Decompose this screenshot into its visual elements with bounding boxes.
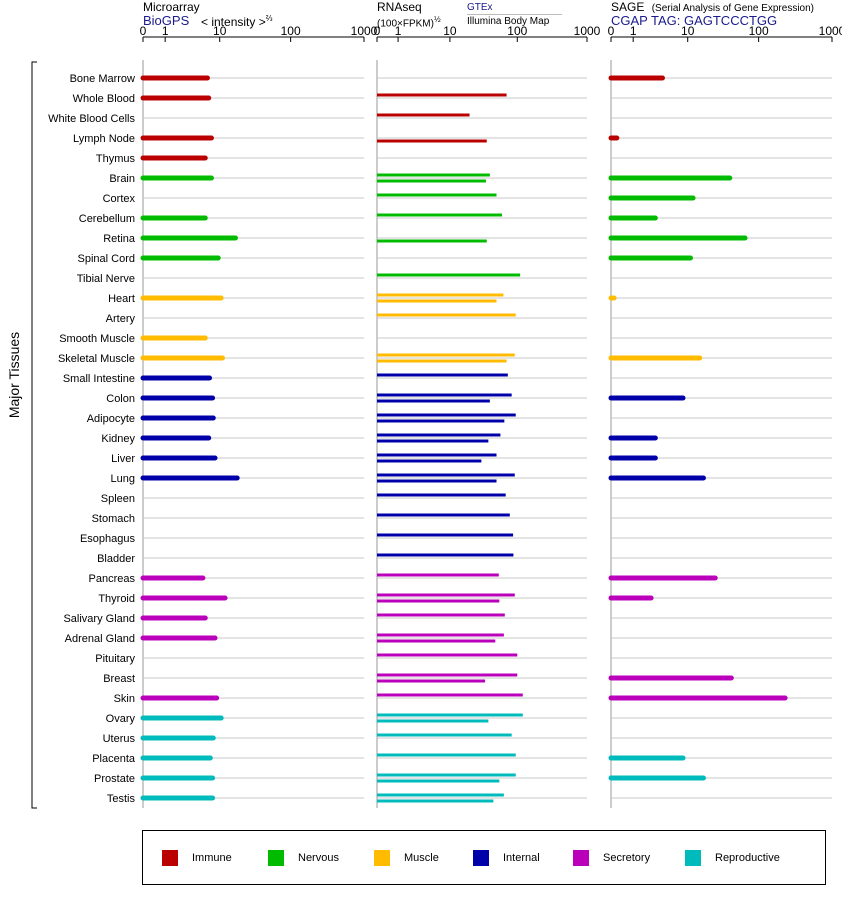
- legend-label-internal: Internal: [503, 852, 540, 864]
- legend-item-immune: Immune: [162, 850, 232, 866]
- rnaseq-tick-label-1: 1: [395, 24, 402, 38]
- tissue-label: Cerebellum: [79, 213, 135, 225]
- tissue-label: Prostate: [94, 773, 135, 785]
- tissue-label: Tibial Nerve: [77, 273, 135, 285]
- tissue-label: Liver: [111, 453, 135, 465]
- rnaseq-tick-label-10: 10: [443, 24, 457, 38]
- sage-tick-label-10: 10: [681, 24, 695, 38]
- legend-item-nervous: Nervous: [268, 850, 339, 866]
- tissue-bracket: [31, 61, 37, 809]
- legend-swatch-internal: [473, 850, 489, 866]
- tissue-label: Salivary Gland: [63, 613, 135, 625]
- sage-tick-label-0: 0: [608, 24, 615, 38]
- tissue-label: Bone Marrow: [70, 73, 135, 85]
- legend-label-nervous: Nervous: [298, 852, 339, 864]
- microarray-tick-label-0: 0: [140, 24, 147, 38]
- sage-tick-label-1000: 1000: [819, 24, 842, 38]
- microarray-tick-label-1: 1: [162, 24, 169, 38]
- rnaseq-title: RNAseq: [377, 0, 422, 14]
- microarray-unit: < intensity >⅔: [201, 14, 273, 29]
- tissue-label: White Blood Cells: [48, 113, 135, 125]
- tissue-label: Lung: [111, 473, 135, 485]
- microarray-source-link[interactable]: BioGPS: [143, 13, 190, 28]
- legend-box: Immune Nervous Muscle Internal Secretory…: [142, 830, 826, 885]
- tissue-label: Bladder: [97, 553, 135, 565]
- tissue-label: Lymph Node: [73, 133, 135, 145]
- rnaseq-tick-label-0: 0: [374, 24, 381, 38]
- sage-subtitle: (Serial Analysis of Gene Expression): [651, 3, 814, 14]
- sage-tick-label-100: 100: [749, 24, 769, 38]
- microarray-tick-label-10: 10: [213, 24, 227, 38]
- legend-swatch-muscle: [374, 850, 390, 866]
- tissue-label: Pituitary: [95, 653, 135, 665]
- tissue-label: Thymus: [96, 153, 136, 165]
- gtex-source-link[interactable]: GTEx: [467, 2, 493, 13]
- expression-chart: 011010010000110100100001101001000Bone Ma…: [6, 24, 842, 809]
- tissue-label: Thyroid: [98, 593, 135, 605]
- legend-swatch-nervous: [268, 850, 284, 866]
- tissue-label: Whole Blood: [73, 93, 135, 105]
- tissue-label: Retina: [103, 233, 136, 245]
- microarray-title: Microarray: [143, 0, 200, 14]
- tissue-label: Stomach: [92, 513, 135, 525]
- legend-swatch-immune: [162, 850, 178, 866]
- tissue-label: Skin: [114, 693, 135, 705]
- tissue-label: Ovary: [106, 713, 136, 725]
- y-group-label: Major Tissues: [6, 332, 22, 418]
- legend-item-secretory: Secretory: [573, 850, 650, 866]
- tissue-label: Esophagus: [80, 533, 136, 545]
- tissue-label: Brain: [109, 173, 135, 185]
- microarray-tick-label-100: 100: [281, 24, 301, 38]
- rnaseq-tick-label-100: 100: [507, 24, 527, 38]
- tissue-label: Smooth Muscle: [59, 333, 135, 345]
- legend-item-internal: Internal: [473, 850, 540, 866]
- tissue-label: Pancreas: [89, 573, 136, 585]
- sage-tick-label-1: 1: [630, 24, 637, 38]
- microarray-tick-label-1000: 1000: [351, 24, 378, 38]
- tissue-label: Adrenal Gland: [65, 633, 135, 645]
- tissue-label: Cortex: [103, 193, 136, 205]
- tissue-label: Breast: [103, 673, 135, 685]
- tissue-label: Placenta: [92, 753, 136, 765]
- tissue-label: Adipocyte: [87, 413, 135, 425]
- tissue-label: Skeletal Muscle: [58, 353, 135, 365]
- legend-item-muscle: Muscle: [374, 850, 439, 866]
- legend-label-muscle: Muscle: [404, 852, 439, 864]
- sage-title: SAGE (Serial Analysis of Gene Expression…: [611, 0, 814, 14]
- tissue-label: Spinal Cord: [78, 253, 135, 265]
- tissue-label: Small Intestine: [63, 373, 135, 385]
- legend-label-immune: Immune: [192, 852, 232, 864]
- tissue-label: Heart: [108, 293, 135, 305]
- legend-label-secretory: Secretory: [603, 852, 651, 864]
- rnaseq-tick-label-1000: 1000: [574, 24, 601, 38]
- legend-swatch-reproductive: [685, 850, 701, 866]
- sage-tag-link[interactable]: CGAP TAG: GAGTCCCTGG: [611, 13, 778, 28]
- rnaseq-source-divider: [467, 14, 562, 15]
- tissue-label: Artery: [106, 313, 136, 325]
- microarray-unit-exponent: ⅔: [265, 14, 273, 23]
- legend-item-reproductive: Reproductive: [685, 850, 780, 866]
- legend-swatch-secretory: [573, 850, 589, 866]
- tissue-label: Colon: [106, 393, 135, 405]
- tissue-label: Testis: [107, 793, 136, 805]
- rnaseq-unit: (100×FPKM)½: [377, 15, 441, 30]
- rnaseq-unit-exponent: ½: [433, 15, 441, 24]
- legend-label-reproductive: Reproductive: [715, 852, 780, 864]
- tissue-label: Uterus: [103, 733, 136, 745]
- illumina-source-link[interactable]: Illumina Body Map: [467, 16, 550, 27]
- tissue-label: Kidney: [101, 433, 135, 445]
- tissue-label: Spleen: [101, 493, 135, 505]
